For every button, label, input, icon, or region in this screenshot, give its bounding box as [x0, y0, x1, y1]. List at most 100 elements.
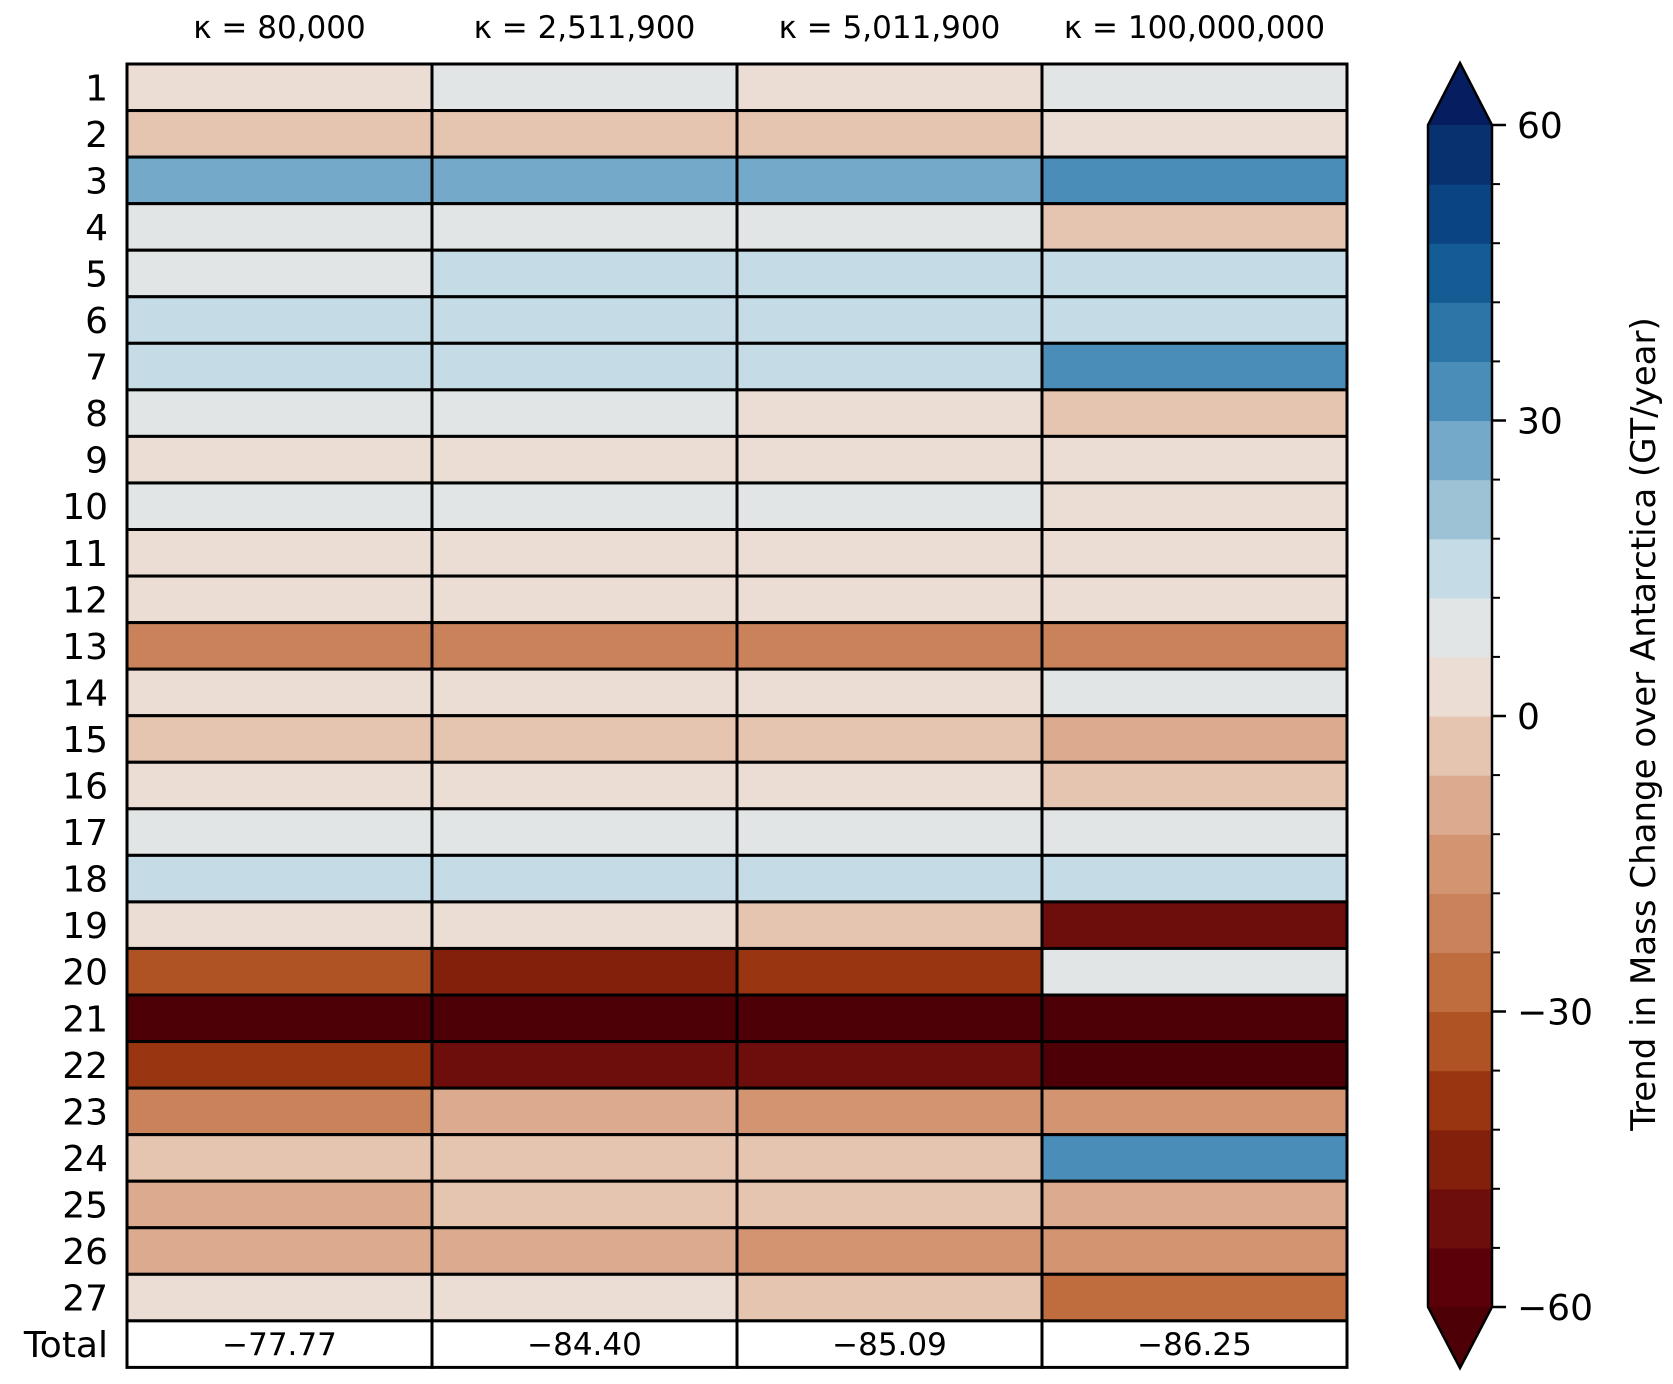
total-cell [1040, 1319, 1349, 1369]
colorbar-segment [1428, 1011, 1492, 1072]
heatmap-cell [430, 528, 739, 578]
heatmap-cell [125, 341, 434, 392]
heatmap-cell [735, 900, 1044, 950]
heatmap-cells [125, 62, 1349, 1323]
row-label: 2 [85, 115, 108, 156]
heatmap-cell [430, 434, 739, 485]
heatmap-cell [1040, 528, 1349, 578]
heatmap-cell [735, 295, 1044, 345]
heatmap-cell [430, 621, 739, 671]
heatmap-cell [125, 1086, 434, 1137]
heatmap-cell [1040, 1272, 1349, 1323]
colorbar-tick-label: 0 [1517, 697, 1540, 738]
colorbar-segment [1428, 775, 1492, 835]
colorbar: 60 30 0 −30 −60 Trend in Mass Change over Ant… [1426, 60, 1664, 1371]
row-label: 16 [62, 767, 108, 808]
heatmap-cell [1040, 1086, 1349, 1137]
row-label: 8 [85, 394, 108, 435]
heatmap-cell [735, 155, 1044, 206]
heatmap-cell [125, 621, 434, 671]
heatmap-cell [430, 1226, 739, 1276]
heatmap-cell [430, 760, 739, 811]
row-labels: 1234567891011121314151617181920212223242… [62, 68, 108, 1319]
colorbar-segment [1428, 597, 1492, 658]
heatmap-cell [430, 946, 739, 997]
colorbar-segment [1428, 361, 1492, 422]
heatmap-cell [1040, 202, 1349, 252]
heatmap-cell [430, 1272, 739, 1323]
row-label: 14 [62, 673, 108, 714]
heatmap-cell [735, 109, 1044, 159]
heatmap-cell [1040, 62, 1349, 113]
heatmap-cell [430, 202, 739, 252]
row-label: 4 [85, 208, 108, 249]
heatmap-cell [125, 993, 434, 1044]
row-label: 21 [62, 999, 108, 1040]
colorbar-segment [1428, 1070, 1492, 1131]
colorbar-segment [1428, 893, 1492, 953]
column-header: κ = 2,511,900 [474, 10, 696, 46]
heatmap-cell [1040, 295, 1349, 345]
heatmap-cell [1040, 900, 1349, 950]
column-header: κ = 5,011,900 [779, 10, 1001, 46]
heatmap-cell [125, 1179, 434, 1230]
row-label: 6 [85, 301, 108, 342]
heatmap-cell [430, 341, 739, 392]
totals-label: Total [23, 1325, 108, 1366]
heatmap-cell [735, 1133, 1044, 1183]
heatmap-cell [1040, 1040, 1349, 1090]
heatmap-cell [125, 1226, 434, 1276]
heatmap-cell [735, 1226, 1044, 1276]
heatmap-cell [1040, 434, 1349, 485]
heatmap-cell [430, 481, 739, 532]
heatmap-cell [125, 155, 434, 206]
heatmap-cell [430, 853, 739, 904]
heatmap-cell [735, 481, 1044, 532]
heatmap-cell [125, 760, 434, 811]
total-cell [735, 1319, 1044, 1369]
row-label: 10 [62, 487, 108, 528]
heatmap-cell [735, 760, 1044, 811]
heatmap-cell [430, 155, 739, 206]
row-label: 17 [62, 813, 108, 854]
heatmap-cell [430, 667, 739, 718]
heatmap-cell [430, 1133, 739, 1183]
colorbar-segment [1428, 1247, 1492, 1308]
heatmap-cell [1040, 993, 1349, 1044]
heatmap-cell [735, 62, 1044, 113]
heatmap-cell [430, 1086, 739, 1137]
row-label: 22 [62, 1046, 108, 1087]
colorbar-segment [1428, 243, 1492, 303]
colorbar-segment [1428, 656, 1492, 717]
row-label: 25 [62, 1185, 108, 1226]
heatmap-cell [430, 62, 739, 113]
heatmap-cell [125, 900, 434, 950]
total-cell [430, 1319, 739, 1369]
heatmap-cell [125, 109, 434, 159]
colorbar-segment [1428, 479, 1492, 540]
colorbar-segment [1428, 716, 1492, 776]
heatmap-cell [1040, 760, 1349, 811]
row-label: 19 [62, 906, 108, 947]
colorbar-tick-label: −30 [1517, 993, 1593, 1034]
heatmap-cell [1040, 807, 1349, 857]
total-value: −86.25 [1137, 1327, 1252, 1363]
heatmap-cell [125, 434, 434, 485]
heatmap-cell [735, 388, 1044, 438]
heatmap-cell [430, 574, 739, 625]
heatmap-cell [735, 434, 1044, 485]
total-value: −77.77 [222, 1327, 337, 1363]
heatmap-cell [1040, 388, 1349, 438]
total-cell [125, 1319, 434, 1369]
heatmap-cell [125, 667, 434, 718]
colorbar-tick-label: 30 [1517, 402, 1563, 443]
colorbar-segment [1428, 538, 1492, 599]
row-label: 24 [62, 1139, 108, 1180]
colorbar-segment [1428, 302, 1492, 362]
column-header: κ = 100,000,000 [1064, 10, 1325, 46]
colorbar-segment [1428, 834, 1492, 894]
heatmap-cell [125, 62, 434, 113]
heatmap-cell [125, 574, 434, 625]
colorbar-extend-top [1428, 63, 1492, 125]
heatmap-cell [1040, 481, 1349, 532]
